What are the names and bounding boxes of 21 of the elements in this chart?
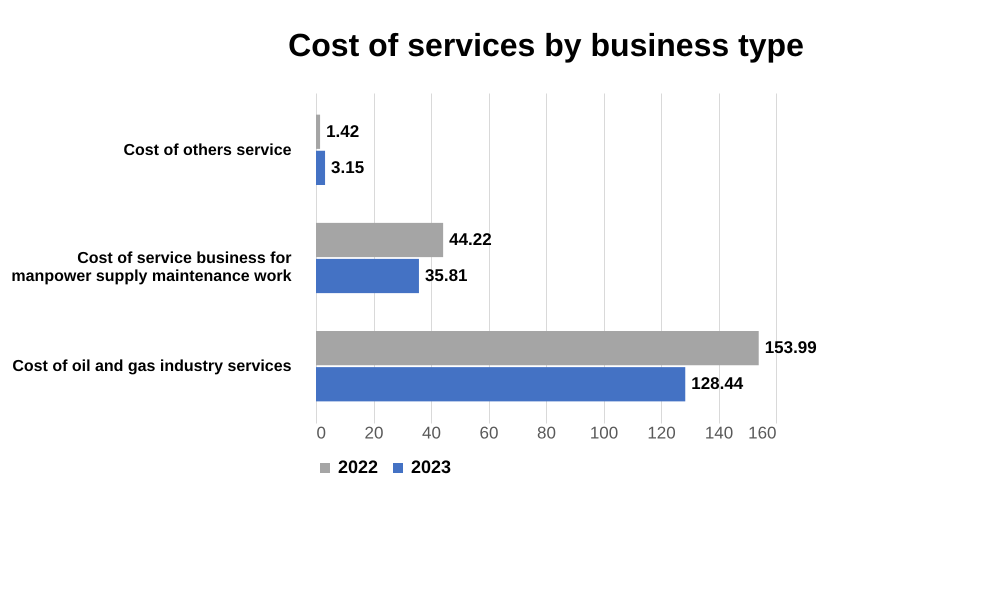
- x-tick-label: 80: [537, 424, 556, 442]
- legend-label: 2022: [338, 457, 378, 477]
- data-label: 44.22: [449, 230, 492, 249]
- x-tick-label: 120: [647, 424, 676, 442]
- x-tick-label: 140: [704, 424, 734, 442]
- y-tick-label: Cost of service business for manpower supply maintenance work: [11, 250, 292, 285]
- x-tick-label: 20: [364, 424, 384, 442]
- chart-title: Cost of services by business type: [288, 27, 804, 63]
- data-label: 35.81: [424, 266, 468, 286]
- data-label: 3.15: [331, 158, 364, 177]
- data-label: 128.44: [691, 374, 744, 394]
- x-tick-label: 160: [748, 424, 776, 442]
- y-tick-label: Cost of oil and gas industry services: [12, 358, 292, 376]
- x-tick-label: 40: [422, 424, 441, 442]
- x-tick-label: 100: [590, 424, 618, 442]
- data-label: 1.42: [326, 122, 360, 141]
- y-tick-label: Cost of others service: [123, 142, 292, 159]
- data-label: 153.99: [764, 338, 817, 358]
- legend-label: 2023: [411, 457, 452, 477]
- x-tick-label: 0: [316, 424, 326, 442]
- x-tick-label: 60: [480, 424, 498, 442]
